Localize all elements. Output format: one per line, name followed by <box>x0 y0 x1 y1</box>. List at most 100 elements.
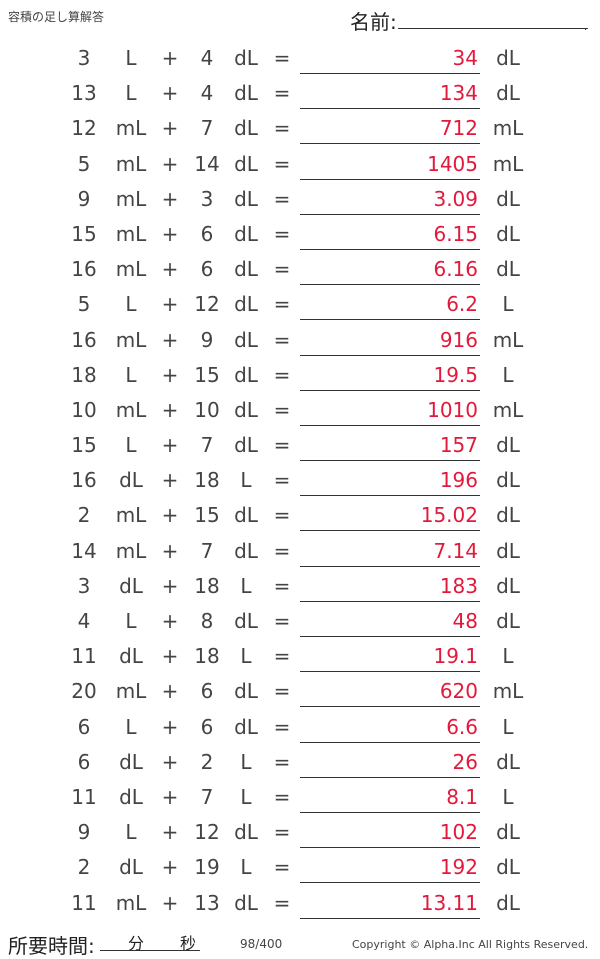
second-number: 6 <box>200 221 214 246</box>
first-unit: mL <box>115 257 147 282</box>
answer-value: 102 <box>439 820 478 845</box>
second-unit: dL <box>234 221 258 246</box>
first-unit: L <box>125 820 137 845</box>
first-unit: L <box>125 714 137 739</box>
problem-row: 6 dL +2 L = 26 dL <box>0 744 600 779</box>
first-unit: mL <box>115 151 147 176</box>
second-unit: dL <box>234 186 258 211</box>
plus-sign: + <box>161 609 179 633</box>
second-unit: L <box>240 468 252 493</box>
equals-sign: = <box>273 433 291 458</box>
problem-row: 11 mL +13 dL = 13.11 dL <box>0 885 600 920</box>
answer-value: 34 <box>452 46 478 70</box>
plus-sign: + <box>161 573 179 598</box>
plus-sign: + <box>161 397 179 422</box>
equals-sign: = <box>273 609 291 633</box>
first-number: 9 <box>77 186 91 211</box>
answer-line <box>300 671 480 673</box>
name-line[interactable] <box>398 28 588 29</box>
second-unit: dL <box>234 397 258 422</box>
second-unit: L <box>240 855 252 880</box>
first-unit: mL <box>115 679 147 704</box>
second-number: 10 <box>194 397 220 422</box>
answer-line <box>300 73 480 74</box>
equals-sign: = <box>273 116 291 141</box>
answer-line <box>300 706 480 708</box>
second-number: 18 <box>194 573 220 598</box>
second-number: 6 <box>200 257 214 282</box>
first-number: 16 <box>71 257 97 282</box>
first-number: 3 <box>77 573 91 598</box>
equals-sign: = <box>273 46 291 70</box>
first-number: 4 <box>77 609 91 633</box>
answer-value: 620 <box>439 679 478 704</box>
answer-line <box>300 178 480 180</box>
answer-unit: dL <box>496 573 520 598</box>
answer-value: 1010 <box>427 397 478 422</box>
second-unit: dL <box>234 46 258 70</box>
second-number: 7 <box>200 433 214 458</box>
first-number: 11 <box>71 644 97 669</box>
answer-unit: dL <box>496 186 520 211</box>
second-number: 3 <box>200 186 214 211</box>
equals-sign: = <box>273 292 291 317</box>
first-number: 2 <box>77 503 91 528</box>
answer-line <box>300 530 480 532</box>
second-unit: L <box>240 573 252 598</box>
second-unit: L <box>240 644 252 669</box>
first-unit: L <box>125 81 137 106</box>
first-unit: mL <box>115 503 147 528</box>
plus-sign: + <box>161 749 179 774</box>
answer-value: 13.11 <box>420 890 478 915</box>
second-unit: dL <box>234 327 258 352</box>
equals-sign: = <box>273 784 291 809</box>
second-unit: dL <box>234 116 258 141</box>
plus-sign: + <box>161 151 179 176</box>
plus-sign: + <box>161 538 179 563</box>
answer-unit: dL <box>496 468 520 493</box>
first-number: 10 <box>71 397 97 422</box>
first-unit: mL <box>115 538 147 563</box>
first-unit: dL <box>119 855 143 880</box>
first-number: 14 <box>71 538 97 563</box>
copyright: Copyright © Alpha.Inc All Rights Reserve… <box>352 938 589 951</box>
first-unit: L <box>125 609 137 633</box>
plus-sign: + <box>161 362 179 387</box>
equals-sign: = <box>273 890 291 915</box>
name-label: 名前: <box>350 10 397 34</box>
answer-value: 192 <box>439 855 478 880</box>
equals-sign: = <box>273 820 291 845</box>
equals-sign: = <box>273 327 291 352</box>
second-number: 7 <box>200 784 214 809</box>
plus-sign: + <box>161 820 179 845</box>
first-number: 6 <box>77 714 91 739</box>
first-unit: mL <box>115 327 147 352</box>
answer-line <box>300 811 480 813</box>
second-unit: dL <box>234 433 258 458</box>
plus-sign: + <box>161 433 179 458</box>
equals-sign: = <box>273 468 291 493</box>
plus-sign: + <box>161 186 179 211</box>
time-line[interactable] <box>100 950 200 951</box>
second-unit: dL <box>234 538 258 563</box>
answer-line <box>300 284 480 286</box>
answer-line <box>300 565 480 567</box>
second-unit: dL <box>234 714 258 739</box>
second-number: 7 <box>200 538 214 563</box>
first-unit: mL <box>115 186 147 211</box>
equals-sign: = <box>273 644 291 669</box>
answer-unit: L <box>502 644 514 669</box>
answer-value: 916 <box>439 327 478 352</box>
problem-row: 11 dL +18 L = 19.1 L <box>0 638 600 673</box>
second-number: 4 <box>200 46 214 70</box>
second-number: 15 <box>194 503 220 528</box>
answer-value: 19.1 <box>433 644 478 669</box>
first-number: 5 <box>77 151 91 176</box>
second-unit: L <box>240 749 252 774</box>
minutes-label: 分 <box>128 934 145 953</box>
answer-line <box>300 143 480 145</box>
answer-unit: dL <box>496 503 520 528</box>
answer-value: 157 <box>439 433 478 458</box>
first-unit: L <box>125 292 137 317</box>
first-unit: dL <box>119 573 143 598</box>
